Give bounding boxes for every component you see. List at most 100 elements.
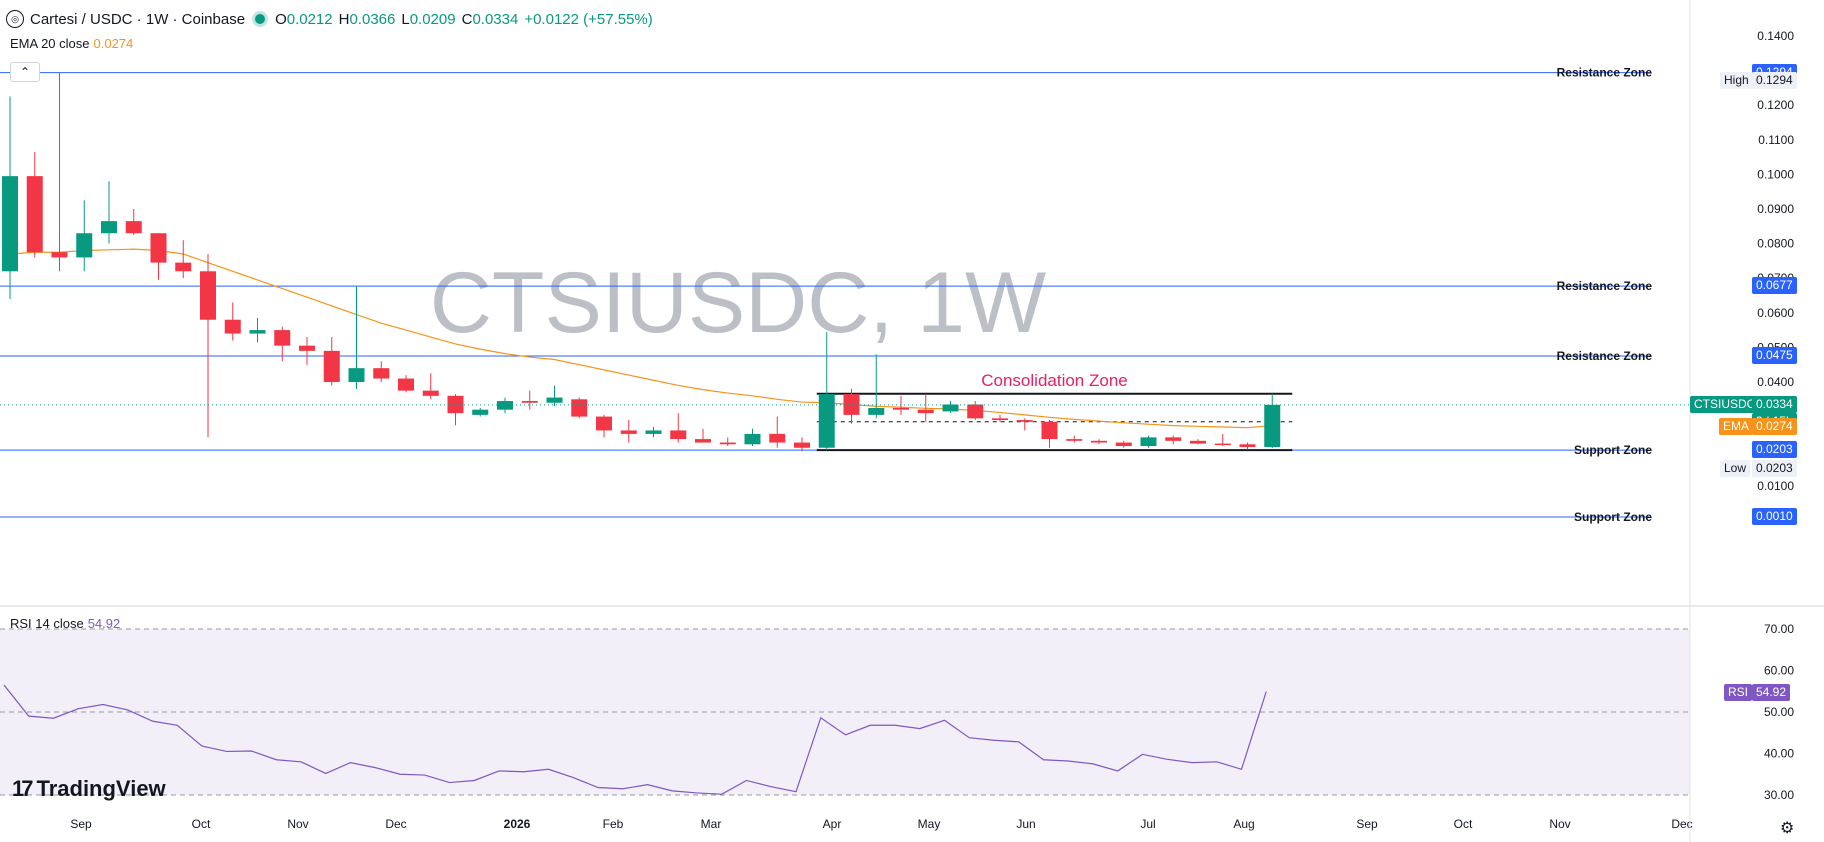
tradingview-logo-text: TradingView	[36, 776, 166, 801]
candle	[1016, 418, 1033, 431]
candle	[373, 361, 390, 382]
candle-body	[224, 319, 241, 334]
time-tick-label: Nov	[287, 817, 308, 831]
time-tick-label: Sep	[1356, 817, 1378, 831]
candle-body	[175, 262, 192, 272]
candle	[992, 414, 1008, 422]
candle-body	[1140, 437, 1157, 447]
price-tick-label: 0.1400	[1757, 29, 1794, 43]
rsi-tick-label: 50.00	[1764, 705, 1794, 719]
rsi-tick-label: 40.00	[1764, 747, 1794, 761]
candle	[472, 407, 489, 417]
candle-body	[868, 407, 885, 415]
candle	[868, 354, 885, 419]
change-value: +0.0122 (+57.55%)	[524, 10, 653, 28]
candle	[125, 209, 142, 235]
time-tick-label: Nov	[1549, 817, 1570, 831]
candle-body	[274, 330, 291, 346]
rsi-tick-label: 30.00	[1764, 788, 1794, 802]
tradingview-logo[interactable]: 17 TradingView	[12, 776, 166, 802]
coin-icon: ◎	[6, 10, 24, 28]
candle	[1140, 435, 1157, 448]
candle-body	[323, 350, 340, 382]
high-value: 0.0366	[349, 10, 396, 28]
price-tick-label: 0.0600	[1757, 306, 1794, 320]
candle-body	[843, 394, 860, 415]
candle	[571, 397, 588, 419]
candle-body	[26, 176, 43, 253]
time-tick-label: Oct	[192, 817, 211, 831]
candle-body	[348, 368, 365, 382]
ema-line	[9, 248, 1273, 429]
rsi-legend-value: 54.92	[87, 616, 121, 631]
candle	[101, 181, 117, 244]
rsi-legend[interactable]: RSI 14 close 54.92	[10, 616, 120, 631]
candle	[769, 416, 786, 448]
time-axis[interactable]: Sep Oct Nov Dec 2026 Feb Mar Apr May Jun Jul Aug Sep…	[70, 817, 1692, 831]
candle-body	[719, 442, 736, 445]
time-tick-label: May	[918, 817, 941, 831]
price-tick-label: 0.1200	[1757, 98, 1794, 112]
symbol-legend[interactable]: ◎ Cartesi / USDC · 1W · Coinbase O0.0212…	[6, 10, 653, 28]
rsi-tick-label: 70.00	[1764, 622, 1794, 636]
rsi-axis[interactable]: 70.00 60.00 50.00 40.00 30.00	[1764, 622, 1794, 802]
candle-body	[1066, 439, 1083, 441]
candle	[620, 420, 637, 443]
close-label: C	[461, 10, 473, 28]
price-axis[interactable]: 0.14000.12000.11000.10000.09000.08000.07…	[1757, 29, 1794, 493]
high-tag-label: High	[1720, 71, 1753, 89]
symbol-title[interactable]: Cartesi / USDC · 1W · Coinbase	[30, 10, 246, 28]
ema-price-tag: 0.0274	[1752, 417, 1797, 435]
rsi-price-tag: 54.92	[1752, 683, 1791, 701]
last-price-symbol-tag: CTSIUSDC	[1690, 395, 1760, 413]
candle	[695, 428, 711, 443]
open-value: 0.0212	[286, 10, 333, 28]
gear-icon[interactable]: ⚙	[1780, 820, 1795, 837]
rsi-line	[3, 684, 1267, 795]
candle-body	[373, 368, 390, 379]
candle-body	[645, 430, 662, 434]
ema-legend[interactable]: EMA 20 close 0.0274	[10, 36, 133, 51]
candle	[843, 388, 860, 424]
candle	[744, 428, 761, 447]
candle-body	[1165, 437, 1182, 441]
time-tick-label: Jul	[1140, 817, 1155, 831]
candle	[26, 151, 43, 258]
candle	[645, 426, 662, 438]
candle	[249, 317, 266, 343]
price-tick-label: 0.1100	[1758, 133, 1794, 147]
low-value: 0.0209	[409, 10, 456, 28]
candle-body	[1214, 443, 1231, 446]
candle-body	[249, 330, 266, 334]
market-status-dot	[255, 14, 266, 24]
candle-body	[51, 252, 68, 258]
candle	[818, 331, 835, 451]
candle-body	[497, 401, 513, 410]
candle-body	[571, 399, 588, 417]
time-tick-label: Oct	[1454, 817, 1473, 831]
time-tick-label: Sep	[70, 817, 92, 831]
collapse-legend-button[interactable]: ⌃	[10, 62, 40, 82]
candle-body	[546, 397, 563, 403]
candle-body	[620, 430, 637, 434]
band-lines	[0, 628, 1690, 796]
low-tag-label: Low	[1720, 460, 1751, 478]
tradingview-mark-icon: 17	[12, 776, 34, 801]
candle	[719, 437, 736, 447]
candle	[1239, 442, 1256, 450]
consolidation-zone[interactable]: Consolidation Zone	[816, 371, 1293, 452]
time-tick-label: Aug	[1233, 817, 1254, 831]
rsi-price-label-tag: RSI	[1724, 683, 1753, 701]
high-tag-value: 0.1294	[1752, 71, 1797, 89]
candle	[1214, 433, 1231, 447]
candle	[51, 72, 68, 272]
price-tick-label: 0.0100	[1757, 479, 1794, 493]
candle	[942, 401, 959, 414]
price-tick-label: 0.1000	[1757, 167, 1794, 181]
candle-body	[299, 345, 315, 351]
high-label: H	[338, 10, 350, 28]
level-label: Resistance Zone	[1557, 349, 1653, 363]
level-label: Support Zone	[1574, 510, 1652, 524]
candle	[893, 395, 909, 415]
